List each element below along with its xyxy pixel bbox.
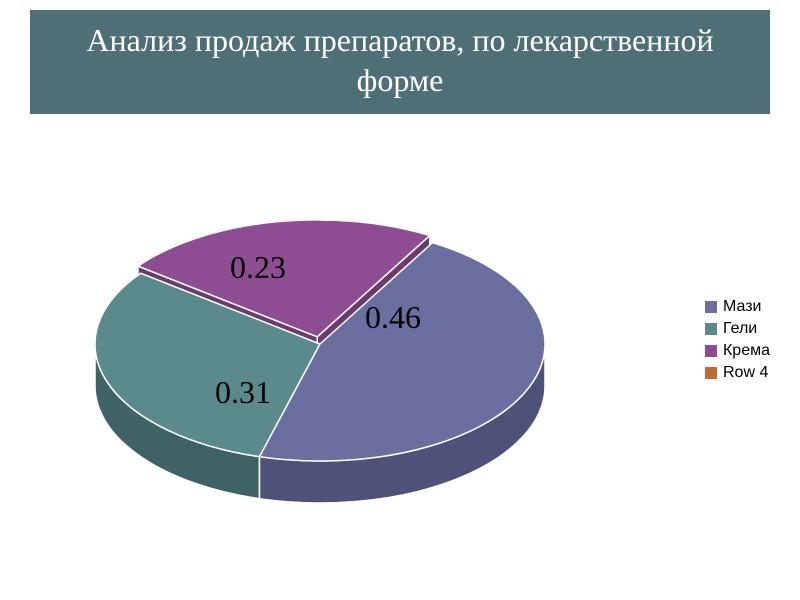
legend-label: Row 4 [723,364,768,382]
legend-label: Мази [723,298,762,316]
legend-swatch [705,345,717,357]
pie-data-label: 0.23 [230,249,286,286]
pie-data-label: 0.46 [365,299,421,336]
legend-item: Мази [705,298,770,316]
legend-swatch [705,301,717,313]
page-title: Анализ продаж препаратов, по лекарственн… [30,10,770,114]
legend-label: Гели [723,320,757,338]
legend: Мази Гели Крема Row 4 [705,294,770,386]
legend-item: Крема [705,342,770,360]
legend-label: Крема [723,342,770,360]
chart-area: 0.46 0.31 0.23 Мази Гели Крема Row 4 [0,114,800,600]
legend-item: Гели [705,320,770,338]
legend-swatch [705,367,717,379]
legend-item: Row 4 [705,364,770,382]
pie-data-label: 0.31 [215,374,271,411]
pie-chart: 0.46 0.31 0.23 [70,184,570,564]
legend-swatch [705,323,717,335]
